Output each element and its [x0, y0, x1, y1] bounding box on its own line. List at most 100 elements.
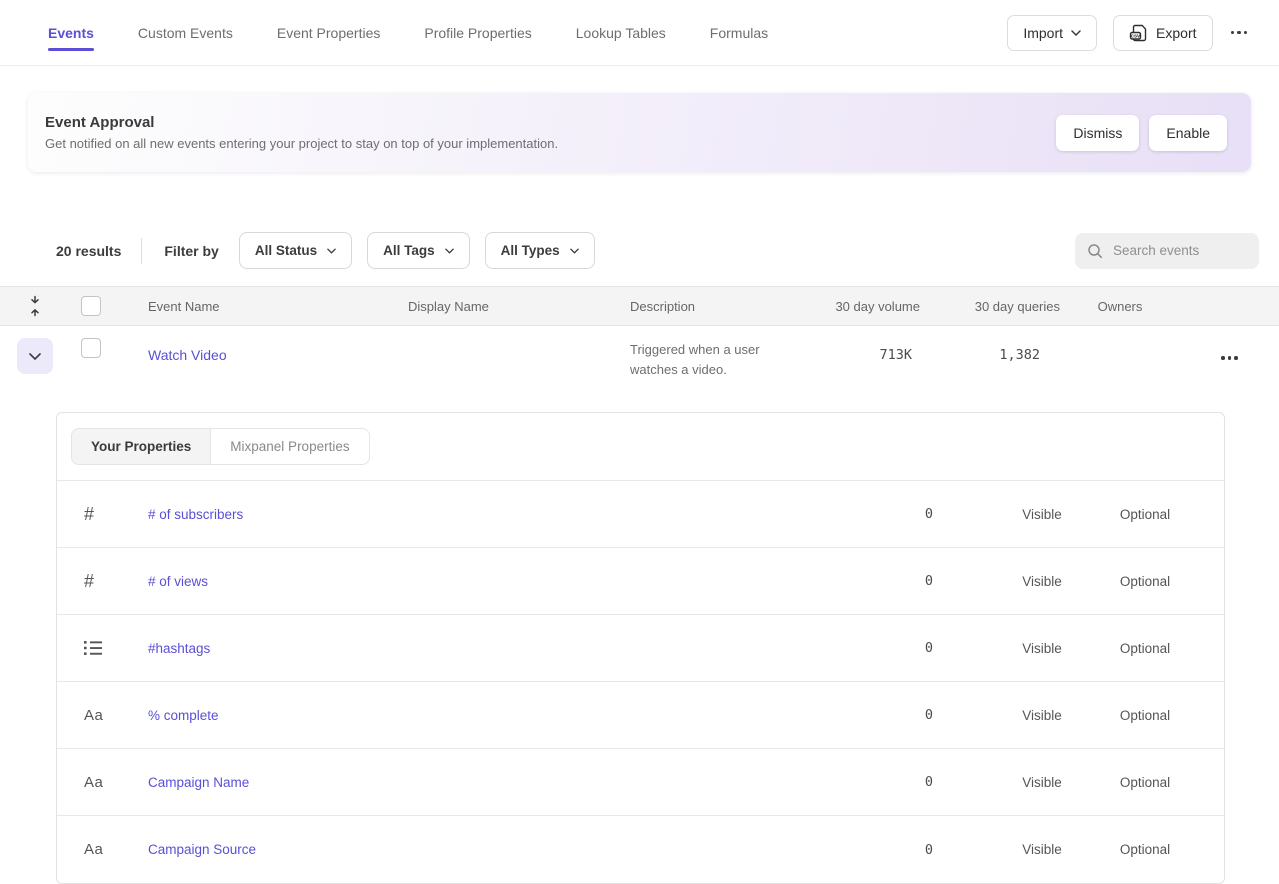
property-row: Aa Campaign Source 0 Visible Optional	[57, 816, 1224, 883]
banner-text: Event Approval Get notified on all new e…	[45, 114, 558, 151]
top-navigation: Events Custom Events Event Properties Pr…	[0, 0, 1279, 66]
banner-title: Event Approval	[45, 114, 155, 131]
tags-filter-dropdown[interactable]: All Tags	[367, 232, 470, 269]
import-button[interactable]: Import	[1007, 14, 1098, 51]
property-name-link[interactable]: # of views	[148, 573, 209, 589]
property-requirement: Optional	[1119, 707, 1171, 723]
column-30-day-queries[interactable]: 30 day queries	[974, 298, 1060, 314]
property-requirement: Optional	[1119, 774, 1171, 790]
divider	[141, 237, 143, 264]
import-button-label: Import	[1023, 24, 1064, 41]
export-button[interactable]: csv Export	[1113, 14, 1213, 51]
banner-actions: Dismiss Enable	[1056, 114, 1227, 151]
tab-mixpanel-properties[interactable]: Mixpanel Properties	[211, 429, 369, 464]
property-name-link[interactable]: Campaign Source	[148, 842, 257, 857]
property-visibility: Visible	[1022, 640, 1062, 656]
description-line: Triggered when a user	[630, 342, 760, 357]
collapse-row-button[interactable]	[17, 338, 53, 374]
property-requirement: Optional	[1119, 842, 1171, 857]
description-line: watches a video.	[630, 362, 727, 377]
column-owners[interactable]: Owners	[1097, 298, 1143, 314]
svg-text:csv: csv	[1131, 33, 1141, 39]
dismiss-button[interactable]: Dismiss	[1056, 114, 1140, 151]
number-type-icon: #	[84, 503, 95, 524]
number-type-icon: #	[84, 570, 95, 591]
queries-cell: 1,382	[999, 347, 1040, 363]
status-filter-label: All Status	[254, 243, 318, 258]
tab-custom-events[interactable]: Custom Events	[137, 24, 233, 41]
column-30-day-volume[interactable]: 30 day volume	[835, 298, 920, 314]
tab-lookup-tables[interactable]: Lookup Tables	[575, 24, 666, 41]
banner-subtitle: Get notified on all new events entering …	[45, 136, 559, 151]
properties-tabs-bar: Your Properties Mixpanel Properties	[57, 413, 1224, 481]
property-row: # # of views 0 Visible Optional	[57, 548, 1224, 615]
property-requirement: Optional	[1119, 640, 1171, 656]
chevron-down-icon	[327, 248, 336, 254]
property-visibility: Visible	[1022, 707, 1062, 723]
list-type-icon	[57, 640, 147, 656]
description-cell: Triggered when a user watches a video.	[630, 340, 810, 380]
property-row: # # of subscribers 0 Visible Optional	[57, 481, 1224, 548]
property-visibility: Visible	[1022, 842, 1062, 857]
csv-file-icon: csv	[1129, 23, 1148, 43]
property-name-link[interactable]: Campaign Name	[148, 774, 250, 790]
tab-your-properties[interactable]: Your Properties	[72, 429, 212, 464]
property-value: 0	[924, 774, 933, 790]
property-row: #hashtags 0 Visible Optional	[57, 615, 1224, 682]
select-all-checkbox[interactable]	[81, 296, 101, 316]
tab-event-properties[interactable]: Event Properties	[276, 24, 381, 41]
event-name-link[interactable]: Watch Video	[148, 347, 227, 363]
property-visibility: Visible	[1022, 573, 1062, 589]
volume-cell: 713K	[879, 347, 912, 363]
types-filter-dropdown[interactable]: All Types	[484, 232, 595, 269]
filter-toolbar: 20 results Filter by All Status All Tags…	[0, 232, 1279, 269]
property-value: 0	[924, 573, 933, 589]
property-name-link[interactable]: #hashtags	[148, 640, 211, 656]
tab-formulas[interactable]: Formulas	[709, 24, 769, 41]
property-name-link[interactable]: # of subscribers	[148, 506, 244, 522]
nav-actions: Import csv Export	[1007, 14, 1250, 51]
event-row-watch-video: Watch Video Triggered when a user watche…	[0, 326, 1279, 398]
types-filter-label: All Types	[500, 243, 560, 258]
row-overflow-menu-icon[interactable]	[1219, 350, 1240, 366]
results-count: 20 results	[56, 242, 122, 259]
properties-panel: Your Properties Mixpanel Properties # # …	[56, 412, 1225, 884]
property-name-link[interactable]: % complete	[148, 707, 219, 723]
filter-by-label: Filter by	[164, 242, 219, 259]
column-description[interactable]: Description	[630, 298, 696, 314]
collapse-all-icon[interactable]	[0, 295, 70, 317]
search-icon	[1087, 243, 1103, 259]
property-value: 0	[924, 841, 933, 858]
property-value: 0	[924, 707, 933, 723]
property-row: Aa % complete 0 Visible Optional	[57, 682, 1224, 749]
property-visibility: Visible	[1022, 506, 1062, 522]
chevron-down-icon	[1071, 29, 1081, 36]
search-events-box[interactable]	[1075, 232, 1259, 269]
tab-profile-properties[interactable]: Profile Properties	[424, 24, 532, 41]
column-display-name[interactable]: Display Name	[408, 298, 489, 314]
property-requirement: Optional	[1119, 506, 1171, 522]
text-type-icon: Aa	[84, 773, 104, 791]
export-button-label: Export	[1156, 24, 1197, 41]
chevron-down-icon	[444, 248, 454, 254]
nav-tabs: Events Custom Events Event Properties Pr…	[48, 0, 768, 65]
column-event-name[interactable]: Event Name	[148, 298, 220, 314]
property-visibility: Visible	[1022, 774, 1062, 790]
enable-button[interactable]: Enable	[1149, 114, 1227, 151]
row-checkbox[interactable]	[81, 338, 101, 358]
property-value: 0	[924, 640, 933, 656]
search-input[interactable]	[1113, 243, 1247, 258]
chevron-down-icon	[569, 248, 579, 254]
property-requirement: Optional	[1119, 573, 1171, 589]
overflow-menu-icon[interactable]	[1229, 25, 1250, 41]
property-row: Aa Campaign Name 0 Visible Optional	[57, 749, 1224, 816]
event-approval-banner: Event Approval Get notified on all new e…	[28, 93, 1251, 172]
text-type-icon: Aa	[84, 841, 104, 858]
chevron-down-icon	[29, 352, 41, 360]
events-table-header: Event Name Display Name Description 30 d…	[0, 286, 1279, 326]
tags-filter-label: All Tags	[383, 243, 435, 258]
properties-tab-switcher: Your Properties Mixpanel Properties	[71, 428, 370, 465]
status-filter-dropdown[interactable]: All Status	[238, 232, 353, 269]
tab-events[interactable]: Events	[48, 0, 94, 65]
property-value: 0	[924, 506, 933, 522]
